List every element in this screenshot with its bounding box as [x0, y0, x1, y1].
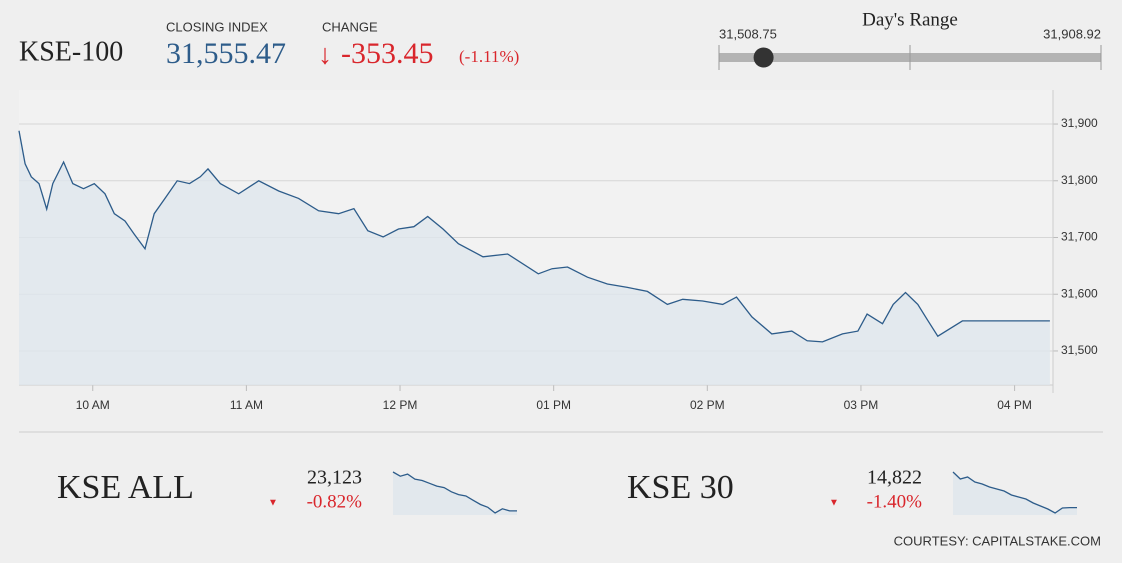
change-label: CHANGE: [322, 19, 378, 34]
range-label: Day's Range: [862, 9, 958, 30]
index-name: KSE-100: [19, 36, 123, 67]
y-tick-label: 31,500: [1061, 343, 1098, 357]
down-icon: ▼: [268, 498, 278, 509]
range-high: 31,908.92: [1043, 26, 1101, 41]
index-value: 14,822: [867, 467, 922, 489]
index-name: KSE ALL: [57, 469, 194, 506]
area: [19, 130, 1050, 385]
change: -353.45: [341, 37, 434, 70]
y-tick-label: 31,800: [1061, 173, 1098, 187]
range-low: 31,508.75: [719, 26, 777, 41]
index-change: -1.40%: [867, 491, 923, 512]
closing-label: CLOSING INDEX: [166, 19, 268, 34]
x-tick-label: 02 PM: [690, 398, 725, 412]
down-icon: ▼: [829, 498, 839, 509]
change-pct: (-1.11%): [459, 47, 519, 66]
range-marker: [753, 47, 774, 68]
x-tick-label: 11 AM: [230, 398, 263, 412]
y-tick-label: 31,900: [1061, 116, 1098, 130]
line: [952, 471, 1077, 514]
x-tick-label: 12 PM: [383, 398, 418, 412]
x-tick-label: 04 PM: [997, 398, 1032, 412]
closing-value: 31,555.47: [166, 37, 286, 70]
x-tick-label: 03 PM: [844, 398, 879, 412]
down-arrow: ↓: [318, 38, 332, 69]
x-tick-label: 10 AM: [76, 398, 110, 412]
line: [392, 471, 517, 514]
line: [18, 130, 1050, 343]
y-tick-label: 31,700: [1061, 230, 1098, 244]
x-tick-label: 01 PM: [536, 398, 571, 412]
footer: COURTESY: CAPITALSTAKE.COM: [894, 533, 1101, 548]
index-change: -0.82%: [307, 491, 363, 512]
index-value: 23,123: [307, 467, 362, 489]
index-name: KSE 30: [627, 469, 734, 506]
area: [953, 472, 1077, 515]
y-tick-label: 31,600: [1061, 286, 1098, 300]
